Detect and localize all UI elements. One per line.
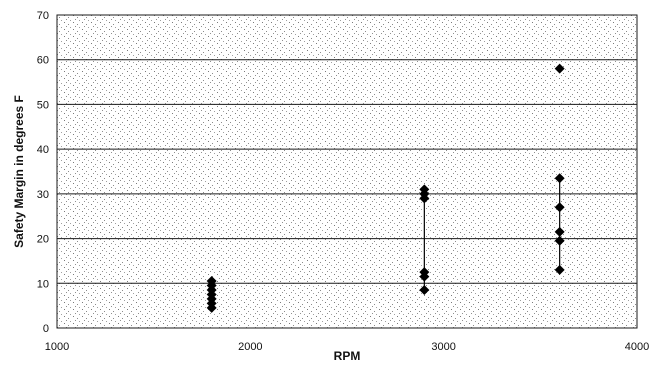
data-point-diamond: [419, 193, 430, 204]
x-tick-label: 4000: [625, 341, 649, 353]
y-tick-label: 0: [43, 323, 49, 335]
data-point-diamond: [419, 284, 430, 295]
data-point-diamond: [554, 173, 565, 184]
y-tick-label: 40: [37, 144, 49, 156]
y-tick-label: 50: [37, 99, 49, 111]
data-point-diamond: [554, 264, 565, 275]
y-tick-label: 20: [37, 234, 49, 246]
y-tick-label: 10: [37, 278, 49, 290]
data-point-diamond: [554, 63, 565, 74]
plot-frame: [56, 14, 638, 329]
data-point-diamond: [206, 302, 217, 313]
plot-area: [57, 15, 637, 328]
gridlines: [57, 14, 637, 329]
data-point-diamond: [554, 235, 565, 246]
data-point-diamond: [554, 202, 565, 213]
y-axis-ticks: 0 10 20 30 40 50 60 70: [37, 10, 49, 335]
x-tick-label: 3000: [431, 341, 455, 353]
data-point-diamond: [419, 271, 430, 282]
y-axis-title: Safety Margin in degrees F: [12, 95, 26, 248]
y-tick-label: 30: [37, 189, 49, 201]
x-axis-ticks: 1000 2000 3000 4000: [45, 341, 649, 353]
y-tick-label: 70: [37, 10, 49, 22]
x-tick-label: 1000: [45, 341, 69, 353]
x-tick-label: 2000: [238, 341, 262, 353]
data-points: [206, 63, 565, 313]
data-point-diamond: [554, 226, 565, 237]
y-tick-label: 60: [37, 55, 49, 67]
x-axis-title: RPM: [334, 349, 361, 363]
